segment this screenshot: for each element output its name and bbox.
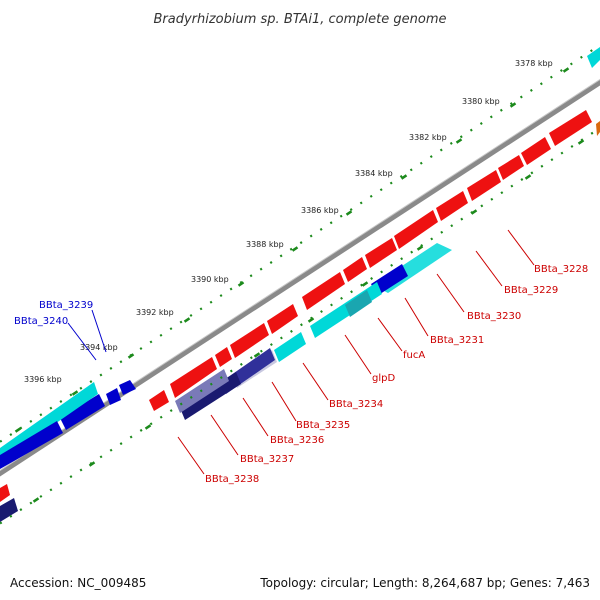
- gene-label-bbta-3230[interactable]: BBta_3230: [467, 311, 521, 322]
- gene-label-bbta-3238[interactable]: BBta_3238: [205, 474, 259, 485]
- gene-arrow[interactable]: [371, 264, 408, 296]
- gene-label-bbta-3229[interactable]: BBta_3229: [504, 285, 558, 296]
- gene-arrow[interactable]: [106, 388, 121, 405]
- gene-label-bbta-3237[interactable]: BBta_3237: [240, 454, 294, 465]
- gene-arrow[interactable]: [436, 191, 468, 221]
- tick-label-3388: 3388 kbp: [246, 240, 284, 249]
- gene-callouts-blue: [67, 309, 107, 361]
- gene-arrow[interactable]: [180, 372, 241, 420]
- tick-label-3390: 3390 kbp: [191, 275, 229, 284]
- gene-arrow[interactable]: [149, 390, 169, 411]
- gene-arrow[interactable]: [549, 110, 592, 146]
- gene-arrow[interactable]: [119, 380, 136, 395]
- major-tick: [577, 139, 585, 145]
- gene-arrow[interactable]: [343, 257, 367, 282]
- accession-text: Accession: NC_009485: [10, 576, 147, 590]
- major-tick: [345, 210, 353, 216]
- gene-arrow[interactable]: [267, 304, 298, 334]
- major-tick: [400, 174, 408, 180]
- gene-arrow[interactable]: [587, 47, 600, 68]
- tick-labels: 3378 kbp 3380 kbp 3382 kbp 3384 kbp 3386…: [24, 59, 553, 384]
- tick-label-3380: 3380 kbp: [462, 97, 500, 106]
- major-tick-marks: [14, 67, 585, 503]
- tick-label-3384: 3384 kbp: [355, 169, 393, 178]
- tick-label-3394: 3394 kbp: [80, 343, 118, 352]
- gene-arrow[interactable]: [596, 121, 600, 136]
- gene-arrow[interactable]: [365, 238, 397, 268]
- inner-tick-ring: [0, 127, 600, 525]
- gene-arrow[interactable]: [274, 332, 306, 362]
- major-tick: [253, 352, 261, 358]
- tick-label-3382: 3382 kbp: [409, 133, 447, 142]
- gene-arrow[interactable]: [302, 272, 345, 310]
- map-title: Bradyrhizobium sp. BTAi1, complete genom…: [153, 12, 446, 27]
- major-tick: [32, 497, 40, 503]
- major-tick: [455, 138, 463, 144]
- major-tick: [307, 317, 315, 323]
- reverse-strand-genes: [0, 47, 600, 522]
- gene-arrow[interactable]: [170, 357, 217, 398]
- major-tick: [144, 424, 152, 430]
- major-tick: [127, 353, 135, 359]
- gene-arrow[interactable]: [230, 323, 269, 358]
- genome-summary-text: Topology: circular; Length: 8,264,687 bp…: [260, 576, 590, 590]
- major-tick: [183, 317, 191, 323]
- gene-arrow[interactable]: [345, 290, 372, 317]
- gene-label-bbta-3235[interactable]: BBta_3235: [296, 420, 350, 431]
- tick-label-3378: 3378 kbp: [515, 59, 553, 68]
- gene-label-bbta-3234[interactable]: BBta_3234: [329, 399, 383, 410]
- major-tick: [14, 427, 22, 433]
- gene-label-bbta-3239[interactable]: BBta_3239: [39, 300, 93, 311]
- gene-callouts: [177, 229, 535, 475]
- gene-arrow[interactable]: [60, 394, 105, 430]
- gene-label-fuca[interactable]: fucA: [403, 350, 425, 361]
- tick-label-3396: 3396 kbp: [24, 375, 62, 384]
- major-tick: [237, 281, 245, 287]
- major-tick: [509, 102, 517, 108]
- gene-arrow[interactable]: [467, 170, 501, 201]
- gene-arrow[interactable]: [498, 155, 524, 180]
- major-tick: [71, 390, 79, 396]
- gene-arrow[interactable]: [215, 347, 232, 367]
- gene-arrow[interactable]: [0, 421, 63, 469]
- gene-arrow[interactable]: [0, 498, 18, 522]
- major-tick: [291, 246, 299, 252]
- gene-label-bbta-3236[interactable]: BBta_3236: [270, 435, 324, 446]
- gene-label-bbta-3231[interactable]: BBta_3231: [430, 335, 484, 346]
- major-tick: [361, 281, 369, 287]
- gene-label-bbta-3228[interactable]: BBta_3228: [534, 264, 588, 275]
- tick-label-3386: 3386 kbp: [301, 206, 339, 215]
- gene-label-glpd[interactable]: glpD: [372, 373, 395, 384]
- major-tick: [416, 245, 424, 251]
- forward-strand-genes: [0, 110, 600, 502]
- major-tick: [562, 67, 570, 73]
- gene-arrow[interactable]: [521, 137, 551, 165]
- major-tick: [524, 174, 532, 180]
- tick-label-3392: 3392 kbp: [136, 308, 174, 317]
- gene-label-bbta-3240[interactable]: BBta_3240: [14, 316, 68, 327]
- gene-arrow[interactable]: [394, 210, 438, 249]
- gene-arrow[interactable]: [0, 484, 10, 502]
